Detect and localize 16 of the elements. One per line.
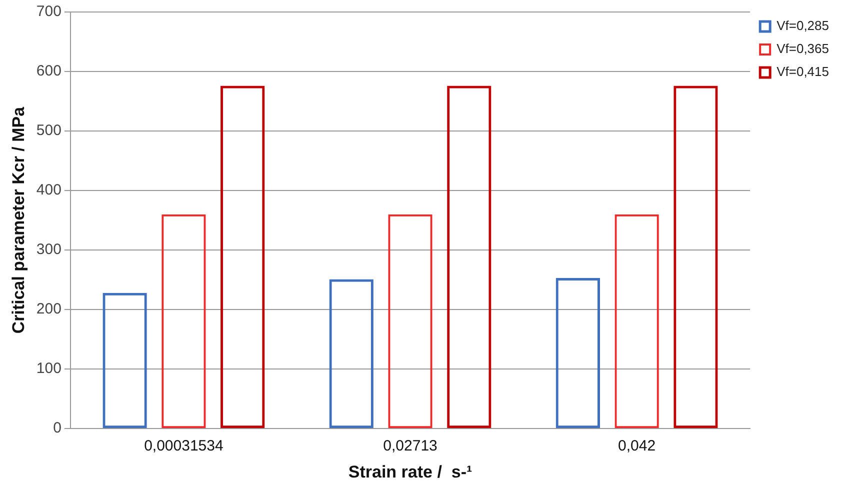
x-tick-label: 0,042 <box>618 438 656 455</box>
y-tick-label: 100 <box>36 360 62 378</box>
y-tick-label: 600 <box>36 62 62 80</box>
y-tick-label: 700 <box>36 3 62 20</box>
y-tick-label: 500 <box>36 122 62 140</box>
legend-label: Vf=0,285 <box>776 18 829 34</box>
legend-label: Vf=0,365 <box>776 41 829 56</box>
y-tick-label: 0 <box>53 420 62 437</box>
y-tick-label: 300 <box>36 241 62 258</box>
x-tick-label: 0,02713 <box>383 438 438 455</box>
x-tick-label: 0,00031534 <box>144 438 224 455</box>
y-tick-label: 400 <box>36 182 62 199</box>
y-axis-title: Critical parameter Kcr / MPa <box>8 106 28 334</box>
y-tick-label: 200 <box>36 300 62 318</box>
legend-label: Vf=0,415 <box>776 64 829 80</box>
x-axis-title: Strain rate / s-¹ <box>348 462 472 482</box>
